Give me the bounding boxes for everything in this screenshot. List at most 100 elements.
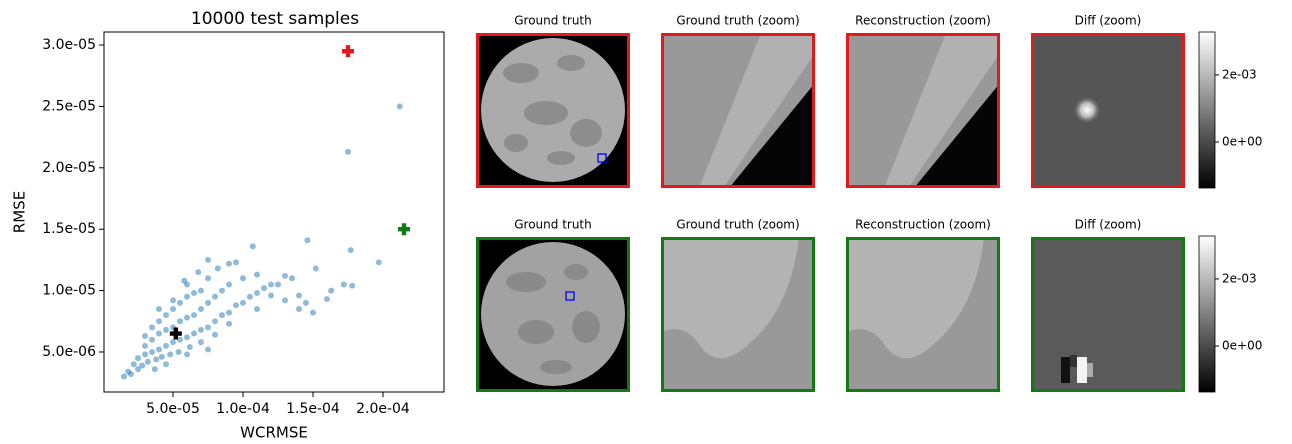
scatter-point bbox=[246, 293, 253, 300]
scatter-point bbox=[295, 305, 302, 312]
scatter-point bbox=[191, 330, 198, 337]
scatter-point bbox=[163, 312, 170, 319]
scatter-point bbox=[149, 336, 156, 343]
x-tick-label: 2.0e-04 bbox=[356, 401, 410, 417]
scatter-point bbox=[125, 368, 132, 375]
scatter-point bbox=[347, 247, 354, 254]
scatter-point bbox=[239, 299, 246, 306]
panel-title: Ground truth (zoom) bbox=[676, 14, 799, 28]
panel-border bbox=[661, 237, 815, 392]
scatter-point bbox=[198, 326, 205, 333]
y-tick-label: 1.5e-05 bbox=[42, 221, 96, 237]
scatter-point bbox=[249, 243, 256, 250]
scatter-point bbox=[205, 275, 212, 282]
scatter-point bbox=[142, 351, 149, 358]
scatter-point bbox=[198, 287, 205, 294]
colorbar-tick-label: 2e-03 bbox=[1222, 271, 1257, 285]
scatter-point bbox=[225, 309, 232, 316]
panel-border bbox=[661, 33, 815, 188]
scatter-point bbox=[253, 271, 260, 278]
scatter-point bbox=[281, 272, 288, 279]
image-gt-zoom bbox=[661, 33, 815, 188]
scatter-point bbox=[121, 373, 128, 380]
panel-title: Ground truth bbox=[514, 218, 592, 232]
scatter-point bbox=[312, 265, 319, 272]
image-recon-zoom bbox=[846, 237, 1000, 392]
panel-border bbox=[476, 237, 630, 392]
scatter-point bbox=[195, 269, 202, 276]
y-tick-label: 2.0e-05 bbox=[42, 160, 96, 176]
image-diff-zoom bbox=[1031, 33, 1185, 188]
scatter-point bbox=[225, 320, 232, 327]
highlight-marker bbox=[169, 327, 182, 340]
colorbar-tick-label: 0e+00 bbox=[1222, 135, 1262, 149]
y-axis-label: RMSE bbox=[11, 191, 29, 233]
scatter-point bbox=[175, 348, 182, 355]
scatter-point bbox=[142, 342, 149, 349]
scatter-point bbox=[191, 290, 198, 297]
scatter-point bbox=[151, 366, 158, 373]
x-tick-label: 1.0e-04 bbox=[216, 401, 270, 417]
scatter-point bbox=[205, 346, 212, 353]
y-tick-label: 2.5e-05 bbox=[42, 98, 96, 114]
colorbar bbox=[1198, 235, 1216, 393]
x-tick-label: 1.5e-04 bbox=[286, 401, 340, 417]
scatter-point bbox=[170, 297, 177, 304]
image-diff-zoom bbox=[1031, 237, 1185, 392]
scatter-point bbox=[288, 275, 295, 282]
panel-title: Diff (zoom) bbox=[1075, 14, 1142, 28]
scatter-point bbox=[163, 361, 170, 368]
scatter-point bbox=[130, 361, 137, 368]
scatter-point bbox=[184, 293, 191, 300]
highlight-marker bbox=[341, 45, 354, 58]
panel-title: Ground truth (zoom) bbox=[676, 218, 799, 232]
scatter-point bbox=[340, 281, 347, 288]
scatter-point bbox=[142, 333, 149, 340]
scatter-point bbox=[214, 265, 221, 272]
highlight-marker bbox=[397, 223, 410, 236]
scatter-point bbox=[177, 318, 184, 325]
panel-title: Ground truth bbox=[514, 14, 592, 28]
scatter-point bbox=[205, 256, 212, 263]
scatter-point bbox=[181, 277, 188, 284]
panel-title: Reconstruction (zoom) bbox=[855, 218, 991, 232]
scatter-point bbox=[218, 287, 225, 294]
scatter-point bbox=[232, 302, 239, 309]
scatter-point bbox=[274, 281, 281, 288]
scatter-point bbox=[323, 296, 330, 303]
panel-border bbox=[846, 33, 1000, 188]
y-tick-label: 1.0e-05 bbox=[42, 283, 96, 299]
scatter-point bbox=[153, 356, 160, 363]
scatter-point bbox=[135, 355, 142, 362]
scatter-point bbox=[375, 259, 382, 266]
scatter-point bbox=[186, 344, 193, 351]
scatter-point bbox=[184, 314, 191, 321]
scatter-point bbox=[344, 148, 351, 155]
scatter-point bbox=[253, 290, 260, 297]
y-tick-label: 5.0e-06 bbox=[42, 344, 96, 360]
scatter-point bbox=[212, 331, 219, 338]
scatter-point bbox=[170, 339, 177, 346]
scatter-point bbox=[212, 318, 219, 325]
scatter-point bbox=[184, 334, 191, 341]
scatter-point bbox=[163, 342, 170, 349]
scatter-point bbox=[156, 346, 163, 353]
panel-border bbox=[1031, 237, 1185, 392]
scatter-point bbox=[218, 312, 225, 319]
scatter-point bbox=[281, 297, 288, 304]
scatter-point bbox=[158, 353, 165, 360]
panel-border bbox=[1031, 33, 1185, 188]
scatter-point bbox=[135, 366, 142, 373]
scatter-point bbox=[232, 259, 239, 266]
x-tick-label: 5.0e-05 bbox=[146, 401, 200, 417]
colorbar-tick-label: 0e+00 bbox=[1222, 339, 1262, 353]
image-ground-truth bbox=[476, 237, 630, 392]
scatter-point bbox=[212, 293, 219, 300]
panel-title: Diff (zoom) bbox=[1075, 218, 1142, 232]
scatter-point bbox=[328, 287, 335, 294]
scatter-point bbox=[156, 318, 163, 325]
colorbar bbox=[1198, 31, 1216, 189]
scatter-point bbox=[304, 237, 311, 244]
scatter-point bbox=[239, 275, 246, 282]
panel-border bbox=[846, 237, 1000, 392]
